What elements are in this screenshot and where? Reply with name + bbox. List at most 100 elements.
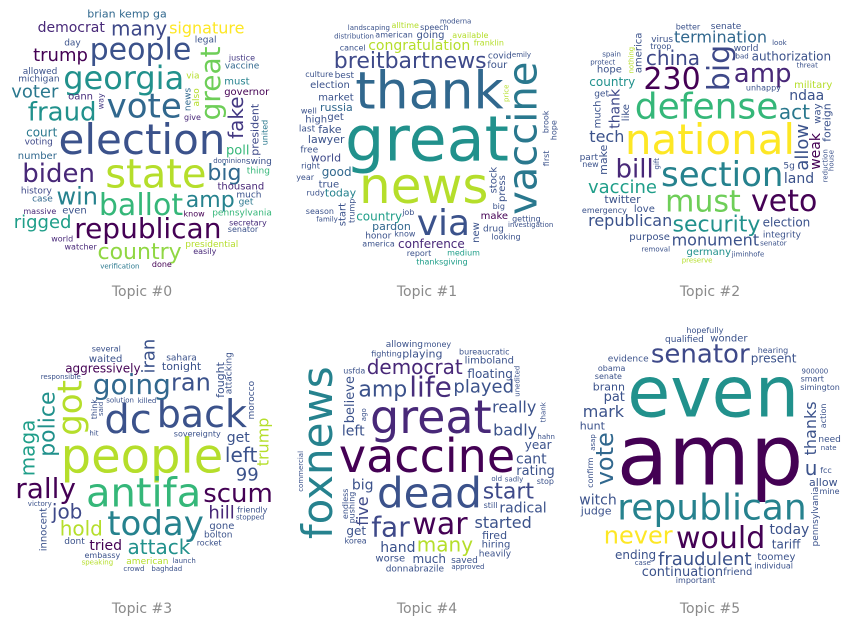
word-life: life (409, 371, 452, 404)
word-weak: weak (808, 132, 824, 170)
word-today: today (107, 504, 204, 544)
word-dead: dead (377, 468, 482, 517)
word-saved: saved (451, 556, 478, 566)
word-threat: threat (797, 62, 819, 70)
word-make: make (481, 211, 508, 222)
word-floating: floating (467, 367, 513, 381)
word-donnabrazile: donnabrazile (386, 564, 445, 574)
word-land: land (784, 171, 814, 187)
word-georgia: georgia (63, 59, 184, 97)
word-massive: massive (23, 207, 56, 216)
word-give: give (184, 113, 201, 122)
word-continuation: continuation (642, 565, 723, 580)
word-people: people (61, 429, 224, 485)
word-america: america (633, 33, 644, 74)
word-allow: allow (792, 124, 813, 171)
word-part: part (580, 153, 599, 163)
word-high: high (305, 114, 327, 125)
word-justice: justice (228, 53, 255, 62)
word-tonight: tonight (162, 360, 202, 373)
word-legal: legal (195, 36, 217, 46)
word-michigan: michigan (18, 75, 59, 85)
word-amp: amp (358, 378, 407, 403)
word-present: present (751, 352, 797, 366)
word-national: national (625, 115, 795, 164)
word-gift: gift (653, 158, 661, 170)
word-number: number (18, 151, 58, 162)
word-case: case (635, 559, 651, 567)
word-country: country (356, 209, 402, 223)
word-country: country (589, 75, 635, 89)
word-investigation: investigation (508, 221, 553, 229)
word-unedited: unedited (513, 366, 521, 397)
word-today: today (325, 187, 357, 200)
word-killed: killed (138, 397, 157, 405)
word-get: get (239, 198, 254, 208)
word-great: great (345, 102, 509, 175)
word-hiring: hiring (482, 540, 511, 551)
word-even: even (627, 352, 799, 434)
word-baghdad: baghdad (151, 565, 182, 573)
word-230: 230 (643, 62, 700, 97)
word-election: election (763, 215, 811, 229)
word-dc: dc (104, 397, 151, 443)
word-fcc: fcc (820, 466, 832, 475)
word-watcher: watcher (65, 242, 98, 251)
word-great: great (370, 390, 492, 444)
word-amp: amp (734, 59, 792, 89)
word-lawyer: lawyer (308, 133, 345, 146)
word-embassy: embassy (85, 551, 121, 560)
word-american: american (375, 31, 413, 40)
word-wonder: wonder (710, 334, 748, 345)
word-better: better (676, 23, 701, 32)
word-landscaping: landscaping (348, 24, 390, 32)
word-secretary: secretary (229, 218, 267, 227)
word-even: even (62, 206, 87, 217)
word-culture: culture (305, 70, 333, 79)
word-got: got (51, 380, 91, 436)
word-bureaucratic: bureaucratic (459, 347, 510, 356)
word-report: report (407, 249, 431, 258)
word-police: police (35, 392, 60, 457)
word-election: election (310, 80, 350, 91)
word-many: many (111, 17, 167, 41)
word-hope: hope (597, 65, 622, 76)
word-removal: removal (642, 246, 671, 254)
word-sadly: sadly (505, 475, 523, 483)
word-oann: oann (68, 91, 93, 102)
topic-caption: Topic #1 (396, 284, 458, 300)
word-scum: scum (203, 479, 273, 509)
word-looking: looking (492, 233, 521, 242)
word-right: right (301, 162, 320, 171)
word-thank: thank (540, 401, 548, 422)
word-breitbartnews: breitbartnews (334, 49, 487, 74)
word-stopped: stopped (236, 513, 264, 521)
word-approved: approved (451, 563, 484, 571)
word-case: case (32, 195, 53, 205)
word-love: love (634, 204, 655, 215)
word-good: good (322, 165, 352, 179)
word-virus: virus (651, 35, 673, 45)
word-gone: gone (209, 521, 234, 532)
word-market: market (318, 93, 354, 104)
word-presidential: presidential (185, 240, 238, 250)
word-rally: rally (15, 472, 76, 505)
word-well: well (301, 107, 317, 116)
word-allow: allow (809, 476, 838, 489)
word-first: first (542, 151, 551, 167)
topic-caption: Topic #3 (111, 601, 173, 617)
word-worse: worse (375, 554, 405, 565)
word-innocent: innocent (38, 508, 49, 552)
word-pennsylvania: pennsylvania (811, 487, 821, 547)
word-need: need (818, 435, 841, 445)
word-look: look (772, 39, 788, 47)
word-cant: cant (516, 452, 547, 468)
word-section: section (661, 155, 783, 195)
word-think: think (90, 399, 99, 420)
word-thousand: thousand (218, 182, 265, 193)
word-best: best (335, 71, 355, 81)
word-fake: fake (224, 96, 248, 138)
word-way: way (812, 103, 823, 123)
